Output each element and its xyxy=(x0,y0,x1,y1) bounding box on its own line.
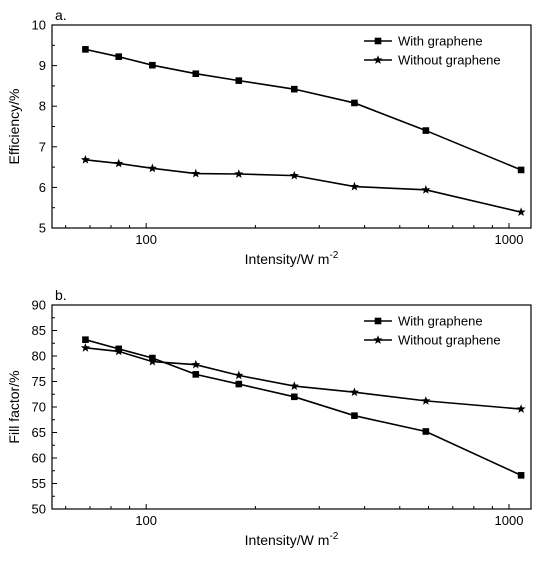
x-tick-label: 1000 xyxy=(495,513,524,528)
series-2-point xyxy=(114,346,124,356)
y-axis-label: Fill factor/% xyxy=(6,370,22,443)
x-tick-label: 100 xyxy=(135,232,157,247)
y-tick-label: 5 xyxy=(39,221,46,236)
series-2-point xyxy=(234,169,244,178)
y-tick-label: 50 xyxy=(32,502,46,517)
series-1-point xyxy=(235,380,243,388)
chart-panel-2: 50 55 60 65 70 75 80 85 90 100 1000 Intensity/W m-2… xyxy=(6,287,532,548)
x-tick-label: 100 xyxy=(135,513,157,528)
legend-label: Without graphene xyxy=(398,333,501,348)
series-2-point xyxy=(80,154,90,164)
series-2-point xyxy=(421,185,431,194)
y-tick-label: 85 xyxy=(32,323,46,338)
legend-marker xyxy=(374,317,382,325)
series-1-point xyxy=(192,371,200,378)
y-tick-label: 8 xyxy=(39,99,46,114)
series-2-point xyxy=(114,158,124,168)
series-2-point xyxy=(516,207,526,217)
y-tick-label: 75 xyxy=(32,374,46,389)
legend-marker xyxy=(373,55,383,64)
panel-label: a. xyxy=(55,7,67,23)
y-tick-label: 10 xyxy=(32,18,46,33)
x-axis-label: Intensity/W m-2 xyxy=(245,531,339,548)
y-tick-label: 7 xyxy=(39,139,46,154)
y-tick-label: 90 xyxy=(32,298,46,313)
series-2-point xyxy=(80,343,90,352)
series-1-point xyxy=(517,472,525,479)
legend-marker xyxy=(373,335,383,344)
x-tick-label: 1000 xyxy=(495,232,524,247)
series-1-point xyxy=(192,70,200,78)
series-2-point xyxy=(147,163,157,173)
legend-label: With graphene xyxy=(398,34,483,49)
series-2-point xyxy=(289,381,299,390)
series-2-point xyxy=(349,387,360,397)
series-1-point xyxy=(149,61,156,69)
series-2-point xyxy=(421,396,431,405)
series-2-point xyxy=(234,370,244,380)
series-1-point xyxy=(422,428,430,435)
series-1-point xyxy=(82,336,89,343)
y-tick-label: 6 xyxy=(39,180,46,195)
series-2-point xyxy=(191,168,201,178)
y-tick-label: 55 xyxy=(32,476,46,491)
y-tick-label: 9 xyxy=(39,58,46,73)
x-axis-label: Intensity/W m-2 xyxy=(245,250,339,267)
series-1-point xyxy=(290,85,298,93)
series-1-point xyxy=(351,412,358,419)
y-tick-label: 60 xyxy=(32,451,46,466)
series-2-point xyxy=(349,181,360,191)
series-1-point xyxy=(422,127,430,134)
series-1-point xyxy=(115,53,123,60)
series-2-point xyxy=(147,356,157,366)
y-axis-label: Efficiency/% xyxy=(6,89,22,165)
legend-label: With graphene xyxy=(398,314,483,329)
series-1-point xyxy=(351,99,358,107)
series-1-point xyxy=(82,46,89,53)
series-2-point xyxy=(289,170,299,180)
legend-marker xyxy=(374,37,382,45)
series-1-point xyxy=(235,77,243,84)
chart-panel-1: 5 6 7 8 9 10 100 1000 Intensity/W m-2 Efficiency/… xyxy=(6,7,532,267)
series-1-point xyxy=(517,166,525,174)
series-2-point xyxy=(191,359,201,369)
series-1-point xyxy=(290,393,298,401)
legend-label: Without graphene xyxy=(398,53,501,68)
y-tick-label: 80 xyxy=(32,349,46,364)
series-2-point xyxy=(516,404,526,413)
y-tick-label: 70 xyxy=(32,400,46,415)
y-tick-label: 65 xyxy=(32,425,46,440)
panel-label: b. xyxy=(55,287,67,303)
